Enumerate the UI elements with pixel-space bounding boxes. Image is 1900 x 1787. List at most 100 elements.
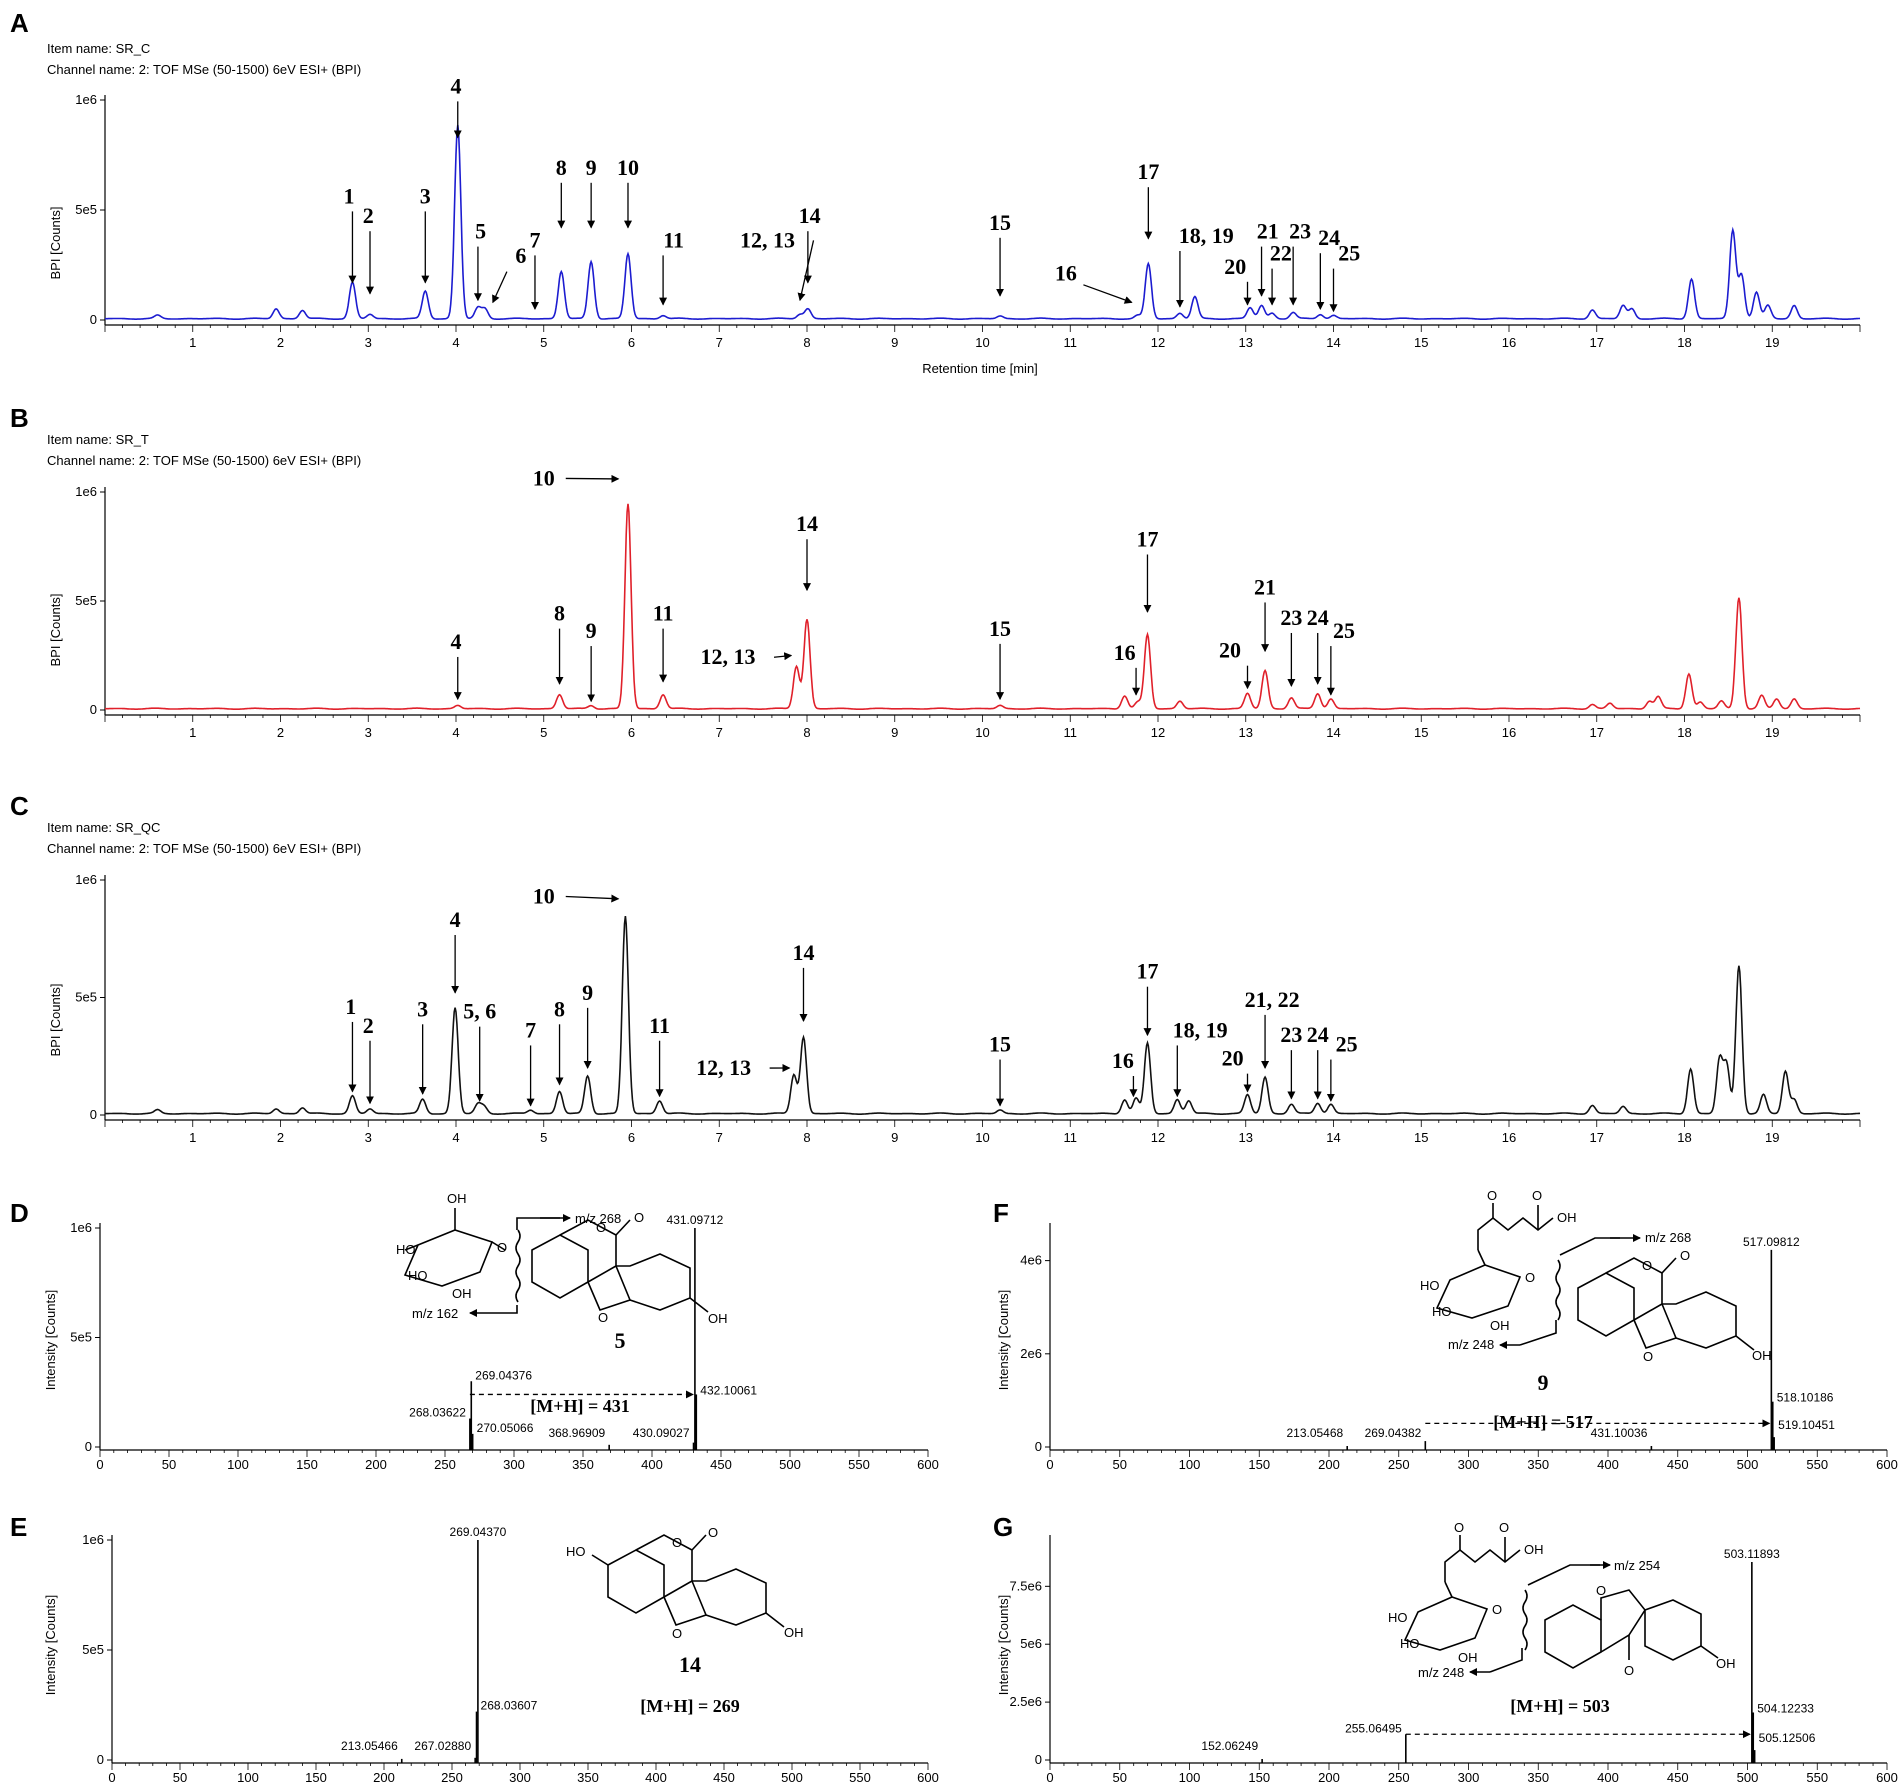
y-tick-label: 0	[90, 1107, 97, 1122]
x-tick-label: 400	[641, 1457, 663, 1472]
x-tick-label: 3	[365, 335, 372, 350]
e-o-keto: O	[708, 1525, 718, 1540]
f-o-2: O	[1532, 1188, 1542, 1203]
x-tick-label: 4	[452, 335, 459, 350]
x-tick-label: 7	[716, 1130, 723, 1145]
x-tick-label: 350	[1527, 1770, 1549, 1785]
x-tick-label: 16	[1502, 725, 1516, 740]
x-tick-label: 150	[305, 1770, 327, 1785]
y-tick-label: 5e5	[82, 1642, 104, 1657]
xlabel-a: Retention time [min]	[922, 361, 1038, 376]
y-tick-label: 5e5	[75, 593, 97, 608]
g-o-keto: O	[1624, 1663, 1634, 1678]
x-tick-label: 350	[572, 1457, 594, 1472]
peak-mz-label: 213.05468	[1286, 1426, 1343, 1440]
x-tick-label: 7	[716, 335, 723, 350]
x-tick-label: 4	[452, 1130, 459, 1145]
d-ho-left2: HO	[408, 1268, 428, 1283]
x-tick-label: 15	[1414, 1130, 1428, 1145]
peak-label: 25	[1338, 241, 1360, 266]
spectrum-f: 0 2e6 4e6 0 50 100 150 200 250 300 350 400 450 500 550…	[1020, 1223, 1898, 1472]
e-ho-left: HO	[566, 1544, 586, 1559]
peak-label: 11	[653, 601, 674, 626]
peak-label: 11	[649, 1013, 670, 1038]
e-compound-number: 14	[679, 1652, 701, 1677]
y-tick-label: 7.5e6	[1009, 1578, 1042, 1593]
chromatogram-trace	[105, 124, 1861, 320]
peak-label: 16	[1114, 640, 1136, 665]
ylabel-f: Intensity [Counts]	[996, 1290, 1011, 1390]
peak-label: 23	[1280, 1022, 1302, 1047]
peak-label: 20	[1222, 1046, 1244, 1071]
x-tick-label: 8	[803, 1130, 810, 1145]
y-tick-label: 5e5	[75, 990, 97, 1005]
peak-label: 23	[1289, 219, 1311, 244]
peak-label: 21	[1254, 574, 1276, 599]
x-tick-label: 12	[1151, 1130, 1165, 1145]
y-tick-label: 2e6	[1020, 1346, 1042, 1361]
x-tick-label: 50	[1113, 1770, 1127, 1785]
peak-mz-label: 505.12506	[1759, 1731, 1816, 1745]
structure-f	[1435, 1203, 1755, 1351]
ylabel-b: BPI [Counts]	[48, 594, 63, 667]
peak-label: 7	[525, 1017, 536, 1042]
x-tick-label: 8	[803, 335, 810, 350]
x-tick-label: 14	[1326, 1130, 1340, 1145]
x-tick-label: 50	[173, 1770, 187, 1785]
x-tick-label: 1	[189, 725, 196, 740]
y-tick-label: 4e6	[1020, 1253, 1042, 1268]
d-ho-left: HO	[396, 1242, 416, 1257]
e-o-furan: O	[672, 1626, 682, 1641]
x-tick-label: 15	[1414, 335, 1428, 350]
peak-label: 7	[529, 227, 540, 252]
f-frag1: m/z 268	[1645, 1230, 1691, 1245]
f-compound-number: 9	[1538, 1370, 1549, 1395]
e-mh-text: [M+H] = 269	[640, 1696, 740, 1716]
chromatogram-trace	[105, 916, 1861, 1115]
x-tick-label: 19	[1765, 725, 1779, 740]
f-oh-acid: OH	[1557, 1210, 1577, 1225]
chromatogram-trace	[105, 503, 1861, 710]
x-tick-label: 350	[1527, 1457, 1549, 1472]
x-tick-label: 18	[1677, 335, 1691, 350]
x-tick-label: 18	[1677, 1130, 1691, 1145]
panel-letter-b: B	[10, 403, 29, 433]
d-o-keto: O	[634, 1210, 644, 1225]
peak-label: 10	[533, 465, 555, 490]
x-tick-label: 250	[441, 1770, 463, 1785]
x-tick-label: 2	[277, 335, 284, 350]
spectrum-g: 0 2.5e6 5e6 7.5e6 0 50 100 150 200 250 300 350 400 45…	[1009, 1535, 1898, 1785]
d-oh-top: OH	[447, 1191, 467, 1206]
peak-label: 10	[617, 155, 639, 180]
f-oh-sugar: OH	[1490, 1318, 1510, 1333]
y-tick-label: 5e6	[1020, 1636, 1042, 1651]
y-tick-label: 1e6	[75, 872, 97, 887]
x-tick-label: 17	[1590, 335, 1604, 350]
x-tick-label: 14	[1326, 725, 1340, 740]
peak-mz-label: 368.96909	[548, 1426, 605, 1440]
panel-letter-e: E	[10, 1512, 27, 1542]
y-tick-label: 0	[90, 702, 97, 717]
y-tick-label: 1e6	[75, 484, 97, 499]
x-tick-label: 18	[1677, 725, 1691, 740]
channel-name-a: Channel name: 2: TOF MSe (50-1500) 6eV E…	[47, 62, 361, 77]
peak-mz-label: 517.09812	[1743, 1235, 1800, 1249]
x-tick-label: 8	[803, 725, 810, 740]
peak-label: 25	[1336, 1032, 1358, 1057]
peak-label: 4	[450, 907, 461, 932]
x-tick-label: 13	[1239, 725, 1253, 740]
peak-label: 15	[989, 210, 1011, 235]
y-tick-label: 0	[97, 1752, 104, 1767]
y-tick-label: 0	[90, 312, 97, 327]
x-tick-label: 550	[848, 1457, 870, 1472]
x-tick-label: 600	[1876, 1457, 1898, 1472]
y-tick-label: 1e6	[75, 92, 97, 107]
panel-letter-d: D	[10, 1198, 29, 1228]
g-ho-1: HO	[1388, 1610, 1408, 1625]
spectrum-d: 0 5e5 1e6 0 50 100 150 200 250 300 350 400 450 500 550…	[70, 1213, 939, 1472]
peak-label: 22	[1270, 241, 1292, 266]
peak-arrow	[797, 240, 815, 302]
x-tick-label: 12	[1151, 335, 1165, 350]
item-name-c: Item name: SR_QC	[47, 820, 160, 835]
peak-label: 9	[586, 155, 597, 180]
